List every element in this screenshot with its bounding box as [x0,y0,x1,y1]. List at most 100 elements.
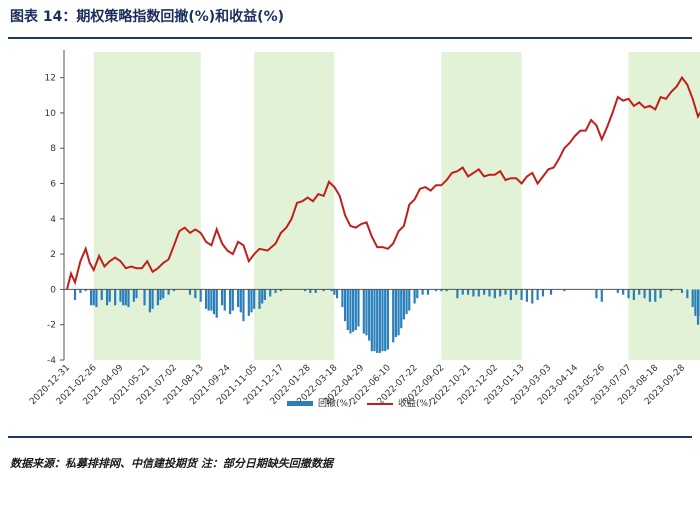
drawdown-bar-51 [322,289,325,292]
drawdown-bar-44 [263,289,266,300]
drawdown-bar-87 [461,289,464,295]
shaded-period-2 [441,52,522,360]
drawdown-bar-24 [188,289,192,295]
y-tick-label: -2 [47,321,56,331]
drawdown-bar-73 [394,289,397,338]
drawdown-bar-49 [309,289,312,293]
chart: -4 -2 0 2 4 6 8 10 12 2020-12-312021-02-262021-0… [28,50,700,409]
drawdown-bars [73,289,700,353]
drawdown-bar-68 [378,289,381,353]
drawdown-bar-6 [100,289,103,300]
legend-label-drawdown: 回撤(%) [318,397,352,409]
drawdown-bar-42 [258,289,261,309]
drawdown-bar-53 [333,289,336,295]
drawdown-bar-117 [680,289,684,293]
drawdown-bar-59 [352,289,355,332]
drawdown-bar-115 [659,289,662,299]
drawdown-bar-41 [253,289,256,309]
drawdown-bar-69 [381,289,384,352]
drawdown-bar-62 [362,289,365,334]
legend-label-return: 收益(%) [398,397,432,409]
drawdown-bar-116 [670,289,673,292]
drawdown-bar-2 [84,289,87,292]
drawdown-bar-15 [135,289,138,299]
drawdown-bar-36 [237,289,240,308]
drawdown-bar-63 [365,289,368,336]
drawdown-bar-37 [239,289,242,313]
drawdown-bar-120 [694,289,697,316]
drawdown-bar-32 [220,289,224,306]
y-tick-label: 2 [50,250,56,260]
drawdown-bar-3 [89,289,93,306]
drawdown-bar-31 [215,289,218,318]
drawdown-bar-46 [274,289,277,293]
y-tick-label: 6 [50,180,56,190]
drawdown-bar-0 [73,289,77,300]
drawdown-bar-86 [456,289,459,299]
drawdown-bar-109 [627,289,630,299]
drawdown-bar-103 [549,289,553,295]
drawdown-bar-48 [303,289,307,292]
legend-swatch-drawdown [287,401,313,406]
return-line [66,75,700,290]
top-rule [8,37,692,39]
y-tick-label: 10 [45,109,57,119]
drawdown-bar-11 [122,289,125,306]
drawdown-bar-76 [402,289,406,320]
drawdown-bar-39 [247,289,250,316]
drawdown-bar-34 [229,289,232,315]
drawdown-bar-82 [426,289,430,295]
x-ticks: 2020-12-312021-02-262021-04-092021-05-21… [28,363,687,407]
drawdown-bar-121 [696,289,700,325]
drawdown-bar-104 [563,289,566,292]
drawdown-bar-72 [392,289,395,343]
shaded-period-0 [93,52,201,360]
drawdown-bar-64 [368,289,371,341]
drawdown-bar-16 [143,289,146,306]
y-tick-label: 8 [50,144,56,154]
drawdown-bar-98 [520,289,523,300]
y-tick-label: 12 [45,74,56,84]
shaded-periods [93,52,700,360]
y-tick-label: 4 [50,215,56,225]
drawdown-bar-55 [341,289,344,308]
drawdown-bar-8 [108,289,111,302]
drawdown-bar-38 [242,289,245,322]
drawdown-bar-14 [132,289,135,302]
drawdown-bar-111 [638,289,641,295]
drawdown-bar-52 [330,289,333,292]
drawdown-bar-102 [541,289,545,297]
drawdown-bar-17 [148,289,151,313]
drawdown-bar-108 [622,289,625,295]
drawdown-bar-22 [167,289,170,295]
drawdown-bar-10 [119,289,122,302]
drawdown-bar-79 [413,289,416,304]
drawdown-bar-21 [162,289,165,299]
drawdown-bar-83 [434,289,438,292]
drawdown-bar-40 [250,289,253,313]
drawdown-bar-1 [79,289,82,293]
drawdown-bar-35 [231,289,234,311]
drawdown-bar-18 [151,289,154,309]
drawdown-bar-78 [408,289,411,311]
drawdown-bar-19 [156,289,160,306]
drawdown-bar-61 [357,289,360,327]
drawdown-bar-113 [648,289,652,302]
drawdown-bar-60 [354,289,357,330]
y-tick-label: 0 [50,285,56,295]
drawdown-bar-88 [466,289,470,295]
drawdown-bar-67 [376,289,379,353]
drawdown-bar-25 [194,289,197,299]
drawdown-bar-92 [488,289,491,297]
drawdown-bar-94 [499,289,502,297]
drawdown-bar-95 [504,289,507,295]
drawdown-bar-99 [525,289,529,302]
drawdown-bar-74 [397,289,400,336]
drawdown-bar-66 [373,289,376,352]
drawdown-bar-58 [349,289,352,334]
source-note: 数据来源：私募排排网、中信建投期货 注：部分日期缺失回撤数据 [10,457,333,470]
drawdown-bar-5 [95,289,98,308]
drawdown-bar-85 [445,289,448,292]
y-tick-label: -4 [47,356,56,366]
drawdown-bar-30 [212,289,216,315]
